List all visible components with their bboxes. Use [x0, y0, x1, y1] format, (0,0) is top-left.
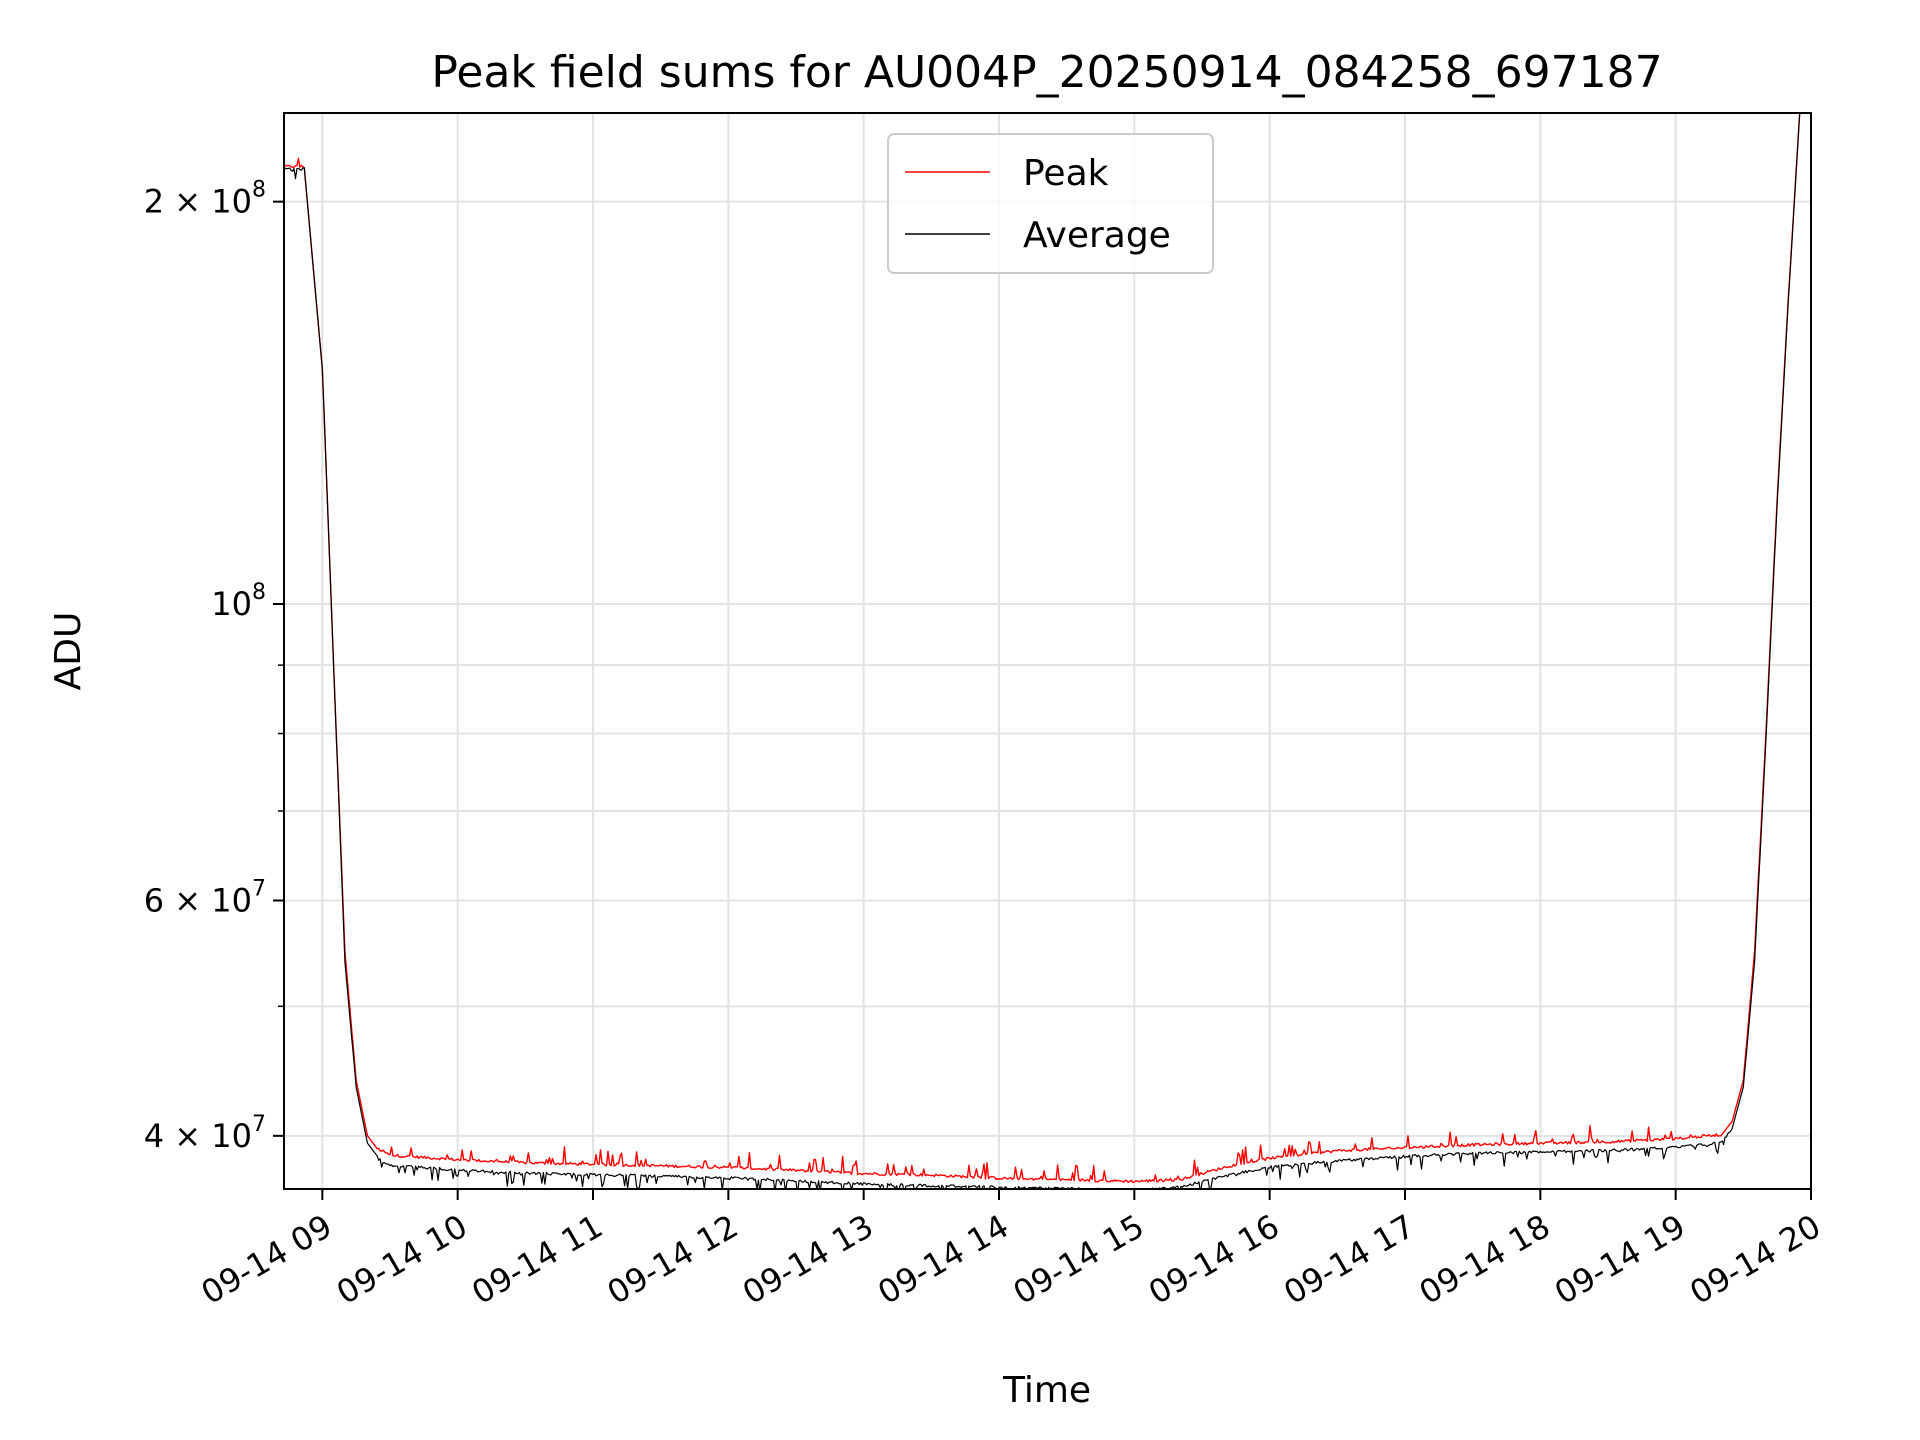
- svg-text:108: 108: [211, 580, 266, 623]
- svg-text:4 × 107: 4 × 107: [144, 1112, 266, 1155]
- plot-frame: [283, 112, 1812, 1190]
- grid-lines: [284, 113, 1812, 1189]
- legend-entry-peak: Peak: [1023, 153, 1109, 194]
- y-tick-label: 2 × 108: [144, 178, 266, 221]
- legend-entry-average: Average: [1023, 215, 1171, 256]
- series-line-peak: [284, 113, 1801, 1184]
- svg-text:6 × 107: 6 × 107: [144, 876, 266, 919]
- legend-box: [887, 133, 1214, 274]
- x-axis-label: Time: [1002, 1370, 1091, 1411]
- y-tick-label: 108: [211, 580, 266, 623]
- y-axis: 2 × 108 108 6 × 107 4 × 107: [144, 178, 284, 1155]
- y-tick-label: 6 × 107: [144, 876, 266, 919]
- y-axis-label: ADU: [48, 612, 89, 691]
- chart-title: Peak field sums for AU004P_20250914_0842…: [431, 47, 1662, 98]
- y-tick-label: 4 × 107: [144, 1112, 266, 1155]
- legend: Peak Average: [887, 133, 1214, 274]
- svg-text:2 × 108: 2 × 108: [144, 178, 266, 221]
